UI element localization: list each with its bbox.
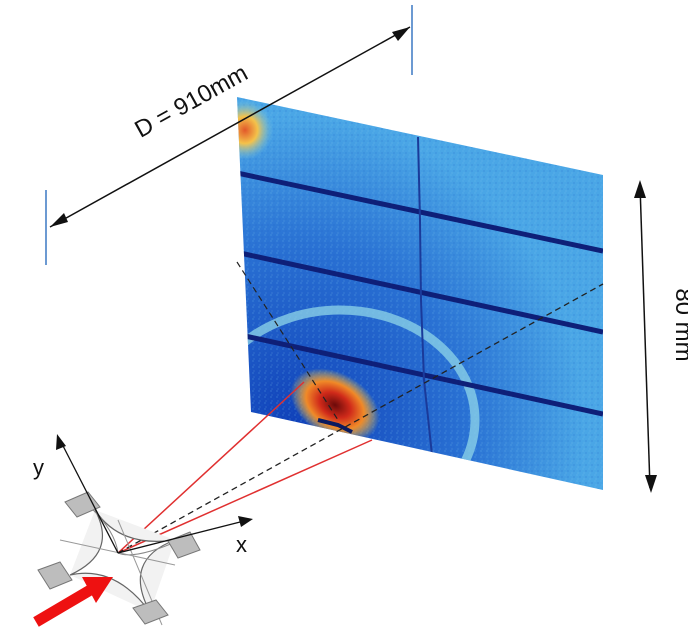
beam-stop <box>317 418 353 434</box>
distance-dimension <box>45 5 413 265</box>
module-gap-vertical <box>417 136 433 456</box>
height-dimension <box>634 180 657 493</box>
scattered-rays <box>117 381 373 554</box>
distance-label: D = 910mm <box>130 59 252 143</box>
incident-beam-arrow-icon <box>33 577 113 627</box>
sample-axes <box>56 434 253 554</box>
beam-center-hot-spot <box>290 368 380 442</box>
detector-diagonal-line <box>236 261 339 421</box>
y-axis-label: y <box>33 455 44 480</box>
corner-hot-spot <box>237 100 273 160</box>
height-label: 80 mm <box>670 288 688 361</box>
scattering-ring <box>237 305 480 490</box>
x-axis-label: x <box>236 532 247 557</box>
detector-image <box>237 97 603 490</box>
direct-beam-line <box>117 283 604 554</box>
